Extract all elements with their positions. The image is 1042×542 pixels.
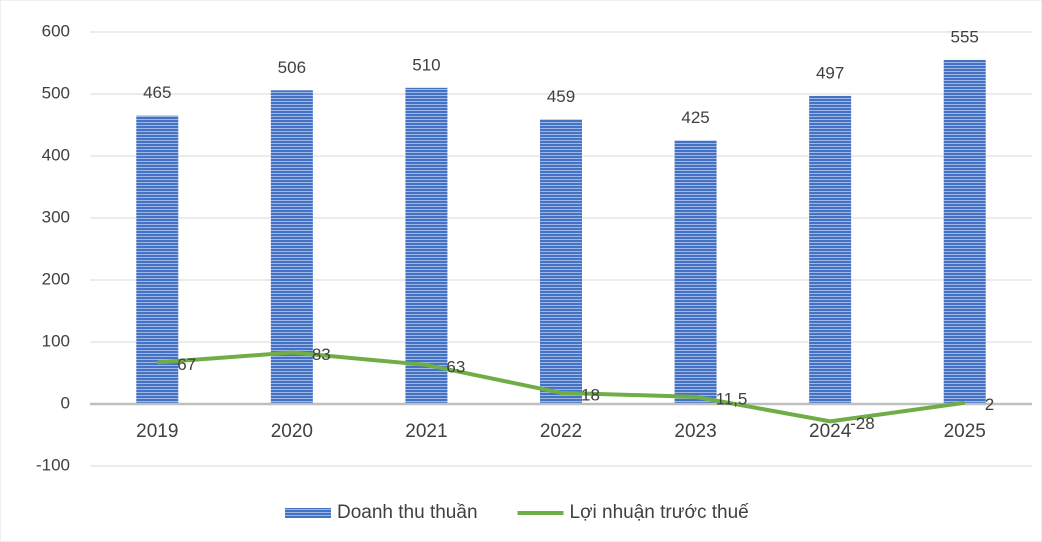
bar bbox=[943, 59, 986, 405]
x-tick-label: 2021 bbox=[405, 421, 447, 442]
x-tick-label: 2023 bbox=[674, 421, 716, 442]
line-value-label: -28 bbox=[850, 414, 875, 433]
bar-value-label: 555 bbox=[951, 27, 979, 46]
line-value-label: 11,5 bbox=[716, 389, 748, 408]
y-tick-label: 500 bbox=[42, 83, 70, 102]
bar bbox=[540, 119, 582, 405]
y-tick-label: 0 bbox=[61, 393, 70, 412]
bar bbox=[270, 90, 313, 404]
legend-label: Doanh thu thuần bbox=[337, 502, 478, 523]
y-tick-label: 400 bbox=[42, 145, 70, 164]
x-tick-label: 2022 bbox=[540, 421, 582, 442]
bar-value-label: 497 bbox=[816, 63, 844, 82]
bar bbox=[674, 140, 717, 404]
line bbox=[157, 350, 965, 424]
line-value-label: 63 bbox=[446, 357, 465, 376]
bar bbox=[136, 115, 179, 404]
bar-value-label: 465 bbox=[143, 83, 171, 102]
x-tick-label: 2019 bbox=[136, 421, 178, 442]
bar-value-label: 459 bbox=[547, 87, 575, 106]
y-tick-label: 300 bbox=[42, 207, 70, 226]
y-tick-label: 100 bbox=[42, 331, 70, 350]
bar bbox=[405, 87, 448, 405]
x-tick-label: 2020 bbox=[271, 421, 313, 442]
y-tick-label: 200 bbox=[42, 269, 70, 288]
bar-value-label: 425 bbox=[681, 108, 709, 127]
legend-swatch bbox=[285, 508, 331, 518]
bar bbox=[809, 95, 852, 405]
y-tick-label: 600 bbox=[42, 21, 70, 40]
line-value-label: 18 bbox=[581, 385, 600, 404]
legend-label: Lợi nhuận trước thuế bbox=[570, 502, 750, 523]
x-tick-label: 2024 bbox=[809, 421, 852, 442]
y-tick-label: -100 bbox=[36, 455, 70, 474]
line-value-label: 83 bbox=[312, 345, 331, 364]
bar-value-label: 510 bbox=[412, 55, 440, 74]
x-tick-label: 2025 bbox=[944, 421, 986, 442]
line-value-label: 2 bbox=[985, 395, 994, 414]
bar-value-label: 506 bbox=[278, 58, 306, 77]
line-value-label: 67 bbox=[177, 355, 196, 374]
